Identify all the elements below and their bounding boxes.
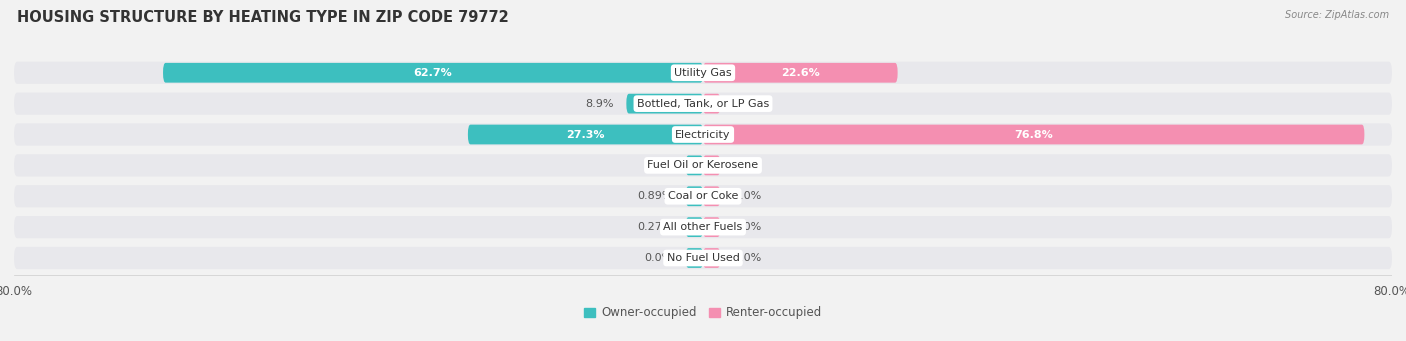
Text: 0.89%: 0.89%	[637, 191, 673, 201]
Text: Coal or Coke: Coal or Coke	[668, 191, 738, 201]
Text: All other Fuels: All other Fuels	[664, 222, 742, 232]
FancyBboxPatch shape	[703, 124, 1364, 144]
Text: 0.0%: 0.0%	[733, 253, 762, 263]
FancyBboxPatch shape	[626, 94, 703, 114]
Text: Source: ZipAtlas.com: Source: ZipAtlas.com	[1285, 10, 1389, 20]
FancyBboxPatch shape	[14, 154, 1392, 177]
FancyBboxPatch shape	[686, 248, 703, 268]
FancyBboxPatch shape	[14, 185, 1392, 207]
FancyBboxPatch shape	[468, 124, 703, 144]
Text: 62.7%: 62.7%	[413, 68, 453, 78]
FancyBboxPatch shape	[14, 247, 1392, 269]
FancyBboxPatch shape	[686, 155, 703, 175]
Text: 0.0%: 0.0%	[644, 253, 673, 263]
Text: Bottled, Tank, or LP Gas: Bottled, Tank, or LP Gas	[637, 99, 769, 109]
Text: 0.0%: 0.0%	[733, 160, 762, 170]
Text: 0.62%: 0.62%	[733, 99, 769, 109]
Legend: Owner-occupied, Renter-occupied: Owner-occupied, Renter-occupied	[579, 301, 827, 324]
FancyBboxPatch shape	[703, 187, 720, 206]
Text: 0.0%: 0.0%	[644, 160, 673, 170]
FancyBboxPatch shape	[686, 217, 703, 237]
Text: Fuel Oil or Kerosene: Fuel Oil or Kerosene	[647, 160, 759, 170]
Text: 0.0%: 0.0%	[733, 222, 762, 232]
FancyBboxPatch shape	[703, 248, 720, 268]
Text: 0.0%: 0.0%	[733, 191, 762, 201]
Text: 76.8%: 76.8%	[1014, 130, 1053, 139]
FancyBboxPatch shape	[14, 123, 1392, 146]
FancyBboxPatch shape	[703, 217, 720, 237]
Text: No Fuel Used: No Fuel Used	[666, 253, 740, 263]
Text: 8.9%: 8.9%	[585, 99, 613, 109]
Text: Electricity: Electricity	[675, 130, 731, 139]
FancyBboxPatch shape	[14, 92, 1392, 115]
Text: 27.3%: 27.3%	[567, 130, 605, 139]
FancyBboxPatch shape	[163, 63, 703, 83]
FancyBboxPatch shape	[703, 155, 720, 175]
Text: 0.27%: 0.27%	[637, 222, 673, 232]
Text: HOUSING STRUCTURE BY HEATING TYPE IN ZIP CODE 79772: HOUSING STRUCTURE BY HEATING TYPE IN ZIP…	[17, 10, 509, 25]
FancyBboxPatch shape	[686, 187, 703, 206]
FancyBboxPatch shape	[703, 94, 720, 114]
Text: 22.6%: 22.6%	[780, 68, 820, 78]
FancyBboxPatch shape	[14, 216, 1392, 238]
FancyBboxPatch shape	[703, 63, 897, 83]
FancyBboxPatch shape	[14, 62, 1392, 84]
Text: Utility Gas: Utility Gas	[675, 68, 731, 78]
